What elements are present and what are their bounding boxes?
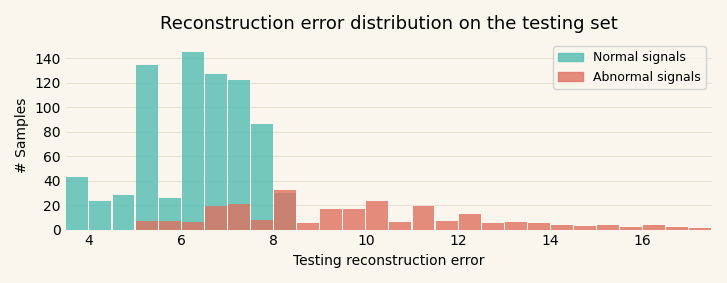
Bar <box>136 221 158 230</box>
Bar <box>412 206 435 230</box>
Bar <box>320 209 342 230</box>
Bar <box>274 193 296 230</box>
Bar <box>390 222 411 230</box>
Title: Reconstruction error distribution on the testing set: Reconstruction error distribution on the… <box>160 15 618 33</box>
Bar <box>158 198 180 230</box>
Bar <box>113 195 134 230</box>
Bar <box>251 220 273 230</box>
Bar <box>667 227 688 230</box>
Bar <box>182 222 204 230</box>
Bar <box>205 74 227 230</box>
Bar <box>228 204 250 230</box>
Bar <box>435 221 457 230</box>
Bar <box>551 225 573 230</box>
Bar <box>136 65 158 230</box>
Bar <box>66 177 88 230</box>
Bar <box>620 227 642 230</box>
Bar <box>643 225 665 230</box>
X-axis label: Testing reconstruction error: Testing reconstruction error <box>293 254 485 268</box>
Bar <box>297 224 319 230</box>
Bar <box>505 222 527 230</box>
Bar <box>274 190 296 230</box>
Bar <box>228 80 250 230</box>
Bar <box>182 52 204 230</box>
Bar <box>459 214 481 230</box>
Bar <box>574 226 596 230</box>
Bar <box>205 206 227 230</box>
Bar <box>689 228 712 230</box>
Bar <box>482 224 504 230</box>
Bar <box>597 225 619 230</box>
Bar <box>528 224 550 230</box>
Bar <box>251 125 273 230</box>
Bar <box>158 221 180 230</box>
Bar <box>366 201 388 230</box>
Bar <box>89 201 111 230</box>
Y-axis label: # Samples: # Samples <box>15 97 29 173</box>
Bar <box>343 209 365 230</box>
Legend: Normal signals, Abnormal signals: Normal signals, Abnormal signals <box>553 46 706 89</box>
